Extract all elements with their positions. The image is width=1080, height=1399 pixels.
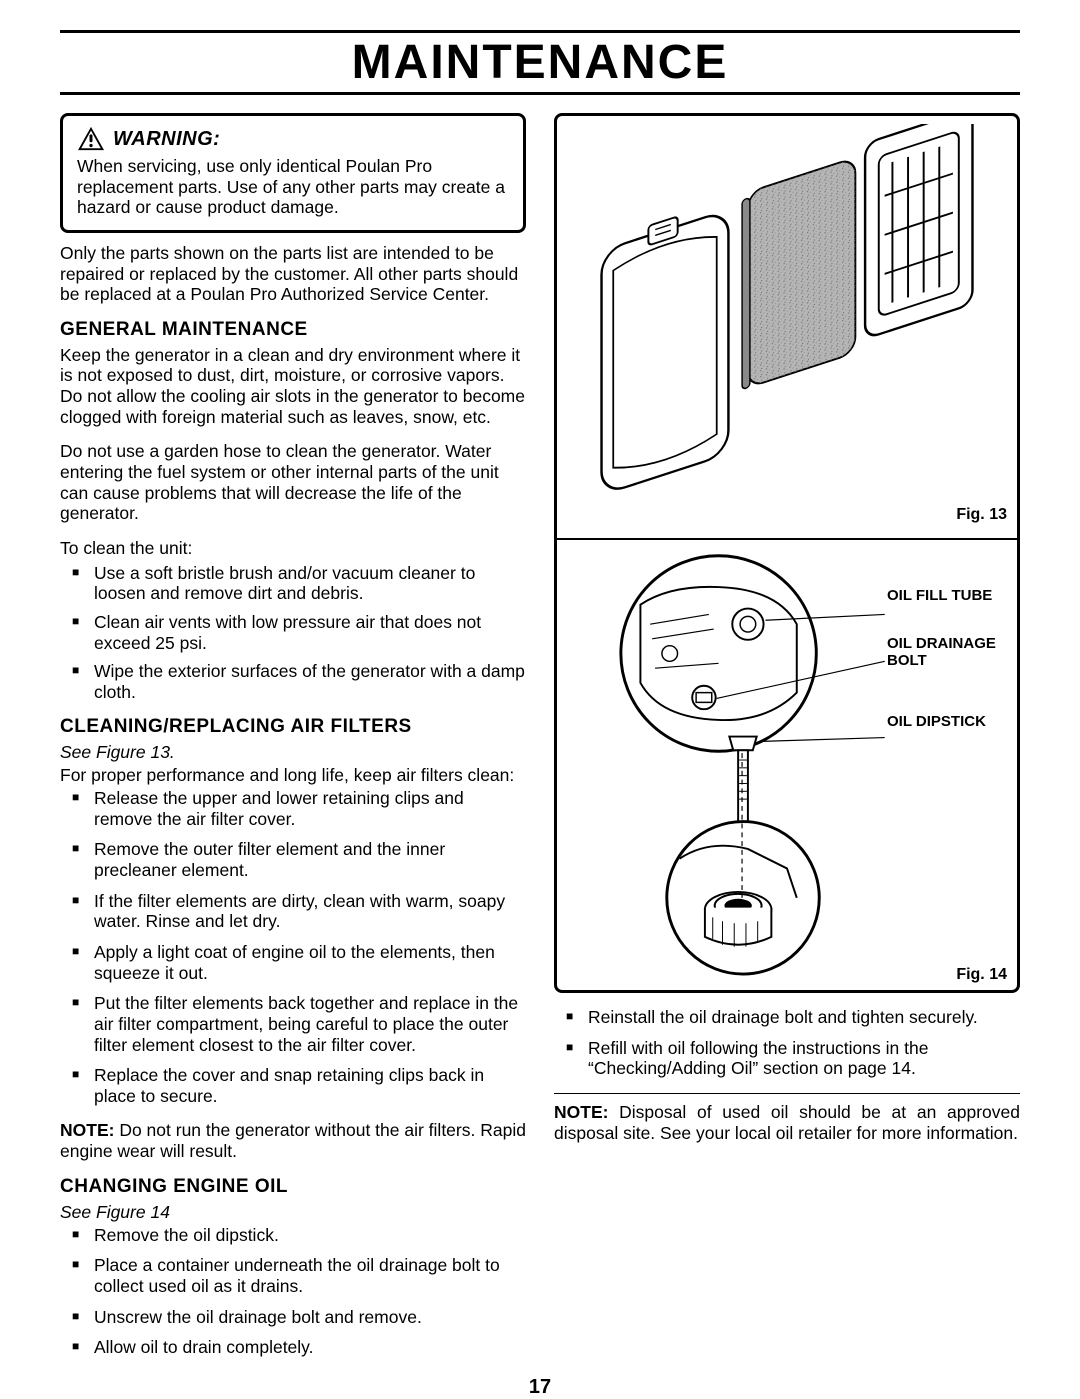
list-item: Reinstall the oil drainage bolt and tigh… <box>554 1007 1020 1028</box>
intro-paragraph: Only the parts shown on the parts list a… <box>60 243 526 305</box>
general-p1: Keep the generator in a clean and dry en… <box>60 345 526 428</box>
general-p2: Do not use a garden hose to clean the ge… <box>60 441 526 524</box>
list-item: If the filter elements are dirty, clean … <box>60 891 526 932</box>
oil-bullets-right: Reinstall the oil drainage bolt and tigh… <box>554 1007 1020 1079</box>
two-column-layout: WARNING: When servicing, use only identi… <box>60 113 1020 1372</box>
page-title: MAINTENANCE <box>60 35 1020 90</box>
warning-text: When servicing, use only identical Poula… <box>77 156 509 218</box>
list-item: Refill with oil following the instructio… <box>554 1038 1020 1079</box>
callout-oil-dipstick: OIL DIPSTICK <box>887 714 1007 731</box>
list-item: Put the filter elements back together an… <box>60 993 526 1055</box>
list-item: Remove the outer filter element and the … <box>60 839 526 880</box>
list-item: Wipe the exterior surfaces of the genera… <box>60 661 526 702</box>
oil-note: NOTE: Disposal of used oil should be at … <box>554 1102 1020 1143</box>
list-item: Use a soft bristle brush and/or vacuum c… <box>60 563 526 604</box>
top-rule <box>60 30 1020 33</box>
list-item: Unscrew the oil drainage bolt and remove… <box>60 1307 526 1328</box>
right-column: Fig. 13 <box>554 113 1020 1372</box>
list-item: Remove the oil dipstick. <box>60 1225 526 1246</box>
filters-bullets: Release the upper and lower retaining cl… <box>60 788 526 1106</box>
note-label: NOTE: <box>554 1102 608 1122</box>
warning-triangle-icon <box>77 126 105 152</box>
warning-box: WARNING: When servicing, use only identi… <box>60 113 526 233</box>
general-bullets: Use a soft bristle brush and/or vacuum c… <box>60 563 526 703</box>
note-rule <box>554 1093 1020 1094</box>
warning-label: WARNING: <box>113 128 220 151</box>
oil-see: See Figure 14 <box>60 1202 526 1223</box>
oil-bullets-left: Remove the oil dipstick. Place a contain… <box>60 1225 526 1358</box>
list-item: Apply a light coat of engine oil to the … <box>60 942 526 983</box>
list-item: Place a container underneath the oil dra… <box>60 1255 526 1296</box>
fig14-illustration <box>565 546 1009 976</box>
list-item: Allow oil to drain completely. <box>60 1337 526 1358</box>
filters-lead: For proper performance and long life, ke… <box>60 765 526 786</box>
note-body: Do not run the generator without the air… <box>60 1120 526 1161</box>
figure-divider <box>557 538 1017 540</box>
note-body: Disposal of used oil should be at an app… <box>554 1102 1020 1143</box>
general-lead: To clean the unit: <box>60 538 526 559</box>
left-column: WARNING: When servicing, use only identi… <box>60 113 526 1372</box>
filters-heading: CLEANING/REPLACING AIR FILTERS <box>60 716 526 738</box>
list-item: Replace the cover and snap retaining cli… <box>60 1065 526 1106</box>
general-heading: GENERAL MAINTENANCE <box>60 319 526 341</box>
warning-header: WARNING: <box>77 126 509 152</box>
figure-box: Fig. 13 <box>554 113 1020 993</box>
list-item: Clean air vents with low pressure air th… <box>60 612 526 653</box>
note-label: NOTE: <box>60 1120 114 1140</box>
list-item: Release the upper and lower retaining cl… <box>60 788 526 829</box>
callout-oil-drainage-bolt: OIL DRAINAGE BOLT <box>887 636 1017 669</box>
oil-heading: CHANGING ENGINE OIL <box>60 1176 526 1198</box>
callout-oil-fill-tube: OIL FILL TUBE <box>887 588 997 605</box>
fig13-illustration <box>565 124 1009 534</box>
page-number: 17 <box>60 1376 1020 1399</box>
title-rule <box>60 92 1020 95</box>
fig14-label: Fig. 14 <box>956 966 1007 984</box>
filters-note: NOTE: Do not run the generator without t… <box>60 1120 526 1161</box>
fig13-label: Fig. 13 <box>956 506 1007 524</box>
filters-see: See Figure 13. <box>60 742 526 763</box>
